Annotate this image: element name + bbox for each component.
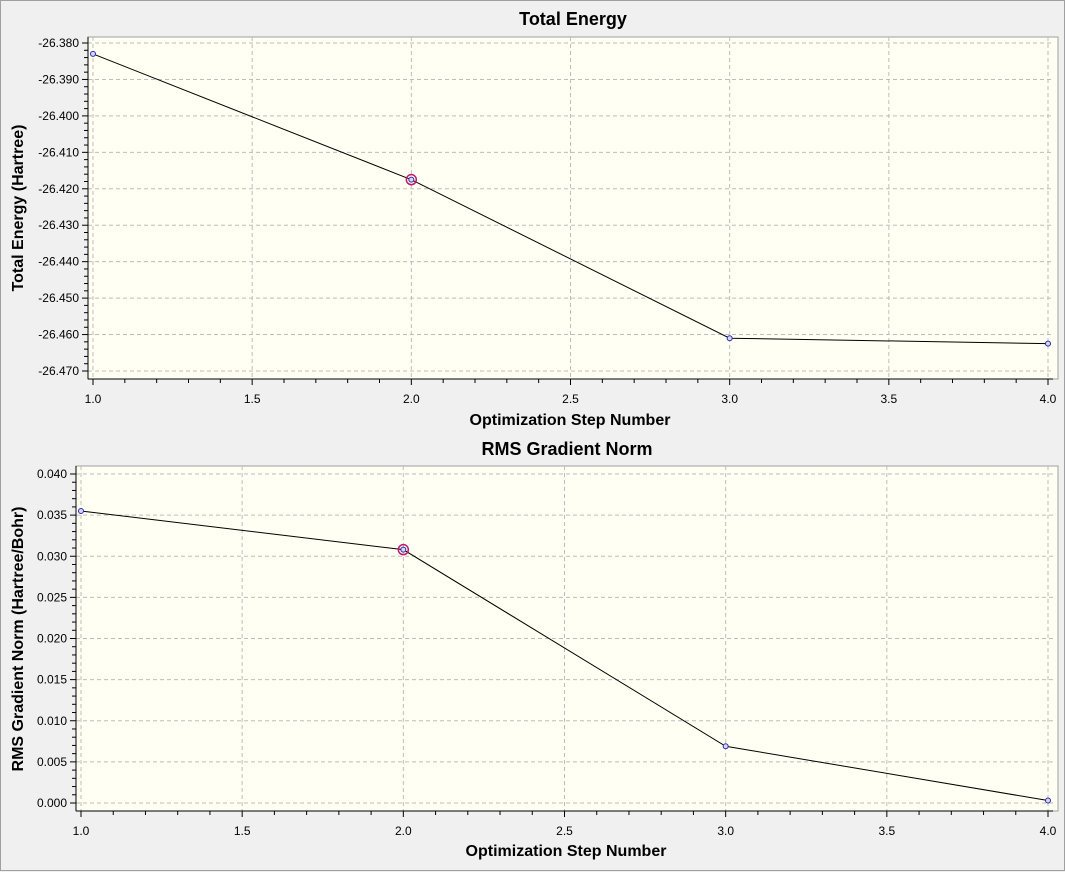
- energy-chart: Total Energy Optimization Step Number To…: [10, 9, 1059, 429]
- gradient-chart: RMS Gradient Norm Optimization Step Numb…: [10, 439, 1059, 860]
- energy-data-point: [408, 176, 415, 183]
- energy-y-tick-label: -26.430: [38, 218, 79, 232]
- energy-data-point: [726, 335, 733, 342]
- gradient-y-tick-label: 0.035: [37, 508, 67, 522]
- energy-y-tick-label: -26.400: [38, 109, 79, 123]
- gradient-y-tick-label: 0.040: [37, 467, 67, 481]
- gradient-y-tick-label: 0.025: [37, 590, 67, 604]
- energy-y-tick-label: -26.390: [38, 72, 79, 86]
- gradient-x-tick-label: 3.0: [717, 824, 734, 838]
- energy-x-tick-label: 2.5: [562, 392, 579, 406]
- energy-x-tick-label: 2.0: [403, 392, 420, 406]
- energy-data-point: [1045, 340, 1051, 347]
- energy-highlight-marker: [405, 173, 418, 186]
- gradient-x-tick-label: 2.0: [395, 824, 412, 838]
- gradient-y-tick-label: 0.010: [37, 714, 67, 728]
- energy-x-tick-label: 1.0: [85, 392, 102, 406]
- gradient-y-tick-label: 0.030: [37, 549, 67, 563]
- energy-series-line: [92, 53, 1049, 345]
- energy-y-tick-label: -26.380: [38, 36, 79, 50]
- gradient-x-tick-label: 3.5: [878, 824, 895, 838]
- gradient-x-tick-label: 1.0: [73, 824, 90, 838]
- energy-chart-y-axis-label: Total Energy (Hartree): [10, 125, 27, 292]
- gradient-x-tick-label: 4.0: [1040, 824, 1057, 838]
- gradient-data-point: [78, 508, 84, 515]
- energy-y-tick-label: -26.450: [38, 291, 79, 305]
- energy-x-tick-label: 1.5: [244, 392, 261, 406]
- gradient-chart-x-axis-label: Optimization Step Number: [466, 843, 667, 860]
- gradient-y-tick-label: 0.020: [37, 632, 67, 646]
- gradient-data-point: [400, 546, 407, 553]
- gradient-y-tick-label: 0.015: [37, 673, 67, 687]
- energy-plot-area: [87, 36, 1059, 380]
- gradient-y-tick-label: 0.000: [37, 796, 67, 810]
- energy-x-tick-label: 3.0: [721, 392, 738, 406]
- energy-y-tick-label: -26.460: [38, 328, 79, 342]
- gradient-data-point: [1045, 797, 1051, 804]
- gradient-highlight-marker: [397, 543, 410, 556]
- energy-chart-x-axis-label: Optimization Step Number: [470, 412, 671, 429]
- energy-y-tick-label: -26.410: [38, 145, 79, 159]
- energy-y-tick-label: -26.470: [38, 364, 79, 378]
- gradient-chart-y-axis-label: RMS Gradient Norm (Hartree/Bohr): [10, 507, 27, 772]
- gradient-x-tick-label: 2.5: [556, 824, 573, 838]
- energy-x-tick-label: 4.0: [1040, 392, 1057, 406]
- energy-data-point: [90, 50, 96, 57]
- gradient-x-tick-label: 1.5: [234, 824, 251, 838]
- energy-chart-title: Total Energy: [519, 9, 627, 29]
- gradient-data-point: [722, 743, 729, 750]
- gradient-y-tick-label: 0.005: [37, 755, 67, 769]
- gradient-chart-title: RMS Gradient Norm: [481, 439, 652, 459]
- energy-y-tick-label: -26.440: [38, 255, 79, 269]
- gradient-series-line: [80, 510, 1049, 802]
- energy-y-tick-label: -26.420: [38, 182, 79, 196]
- energy-x-tick-label: 3.5: [880, 392, 897, 406]
